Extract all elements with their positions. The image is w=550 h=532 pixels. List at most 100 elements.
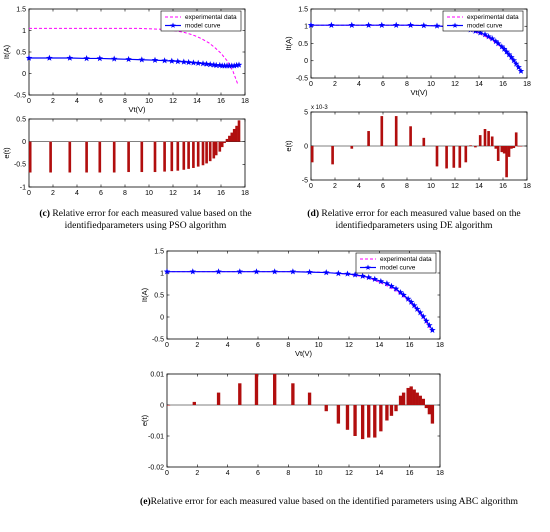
x-tick-label: 6: [256, 470, 260, 477]
x-tick-label: 8: [123, 98, 127, 105]
x-tick-label: 0: [27, 98, 31, 105]
error-bar: [230, 132, 234, 142]
y-tick-label: -1: [20, 184, 26, 191]
x-tick-label: 12: [451, 183, 459, 190]
y-tick-label: -0.5: [152, 336, 164, 343]
error-bar: [435, 146, 439, 167]
error-bar: [225, 138, 229, 142]
error-bar: [412, 389, 416, 405]
chart-e_iv: 0 2 4 6 8 10 12 14 16 18-0.500.511.5Vt(V)It(A)exp…: [140, 248, 444, 358]
x-tick-label: 14: [193, 190, 201, 197]
x-tick-label: 10: [145, 98, 153, 105]
model-curve-point: [46, 54, 53, 61]
x-tick-label: 8: [405, 81, 409, 88]
x-tick-label: 16: [406, 470, 414, 477]
error-bar: [507, 146, 511, 157]
y-tick-label: 1.5: [154, 248, 164, 255]
error-bar: [307, 392, 312, 405]
caption-e: (e)Relative error for each measured valu…: [140, 496, 545, 508]
error-bar: [192, 141, 195, 168]
model-curve-point: [485, 33, 492, 40]
error-bar: [140, 141, 144, 173]
x-tick-label: 18: [241, 98, 249, 105]
x-tick-label: 2: [333, 81, 337, 88]
model-curve-point: [199, 60, 207, 67]
model-curve-point: [230, 62, 238, 69]
x-tick-label: 14: [375, 470, 383, 477]
y-tick-label: 0.5: [16, 116, 26, 123]
x-tick-label: 14: [475, 81, 483, 88]
error-bar: [28, 141, 32, 173]
x-axis-label: Vt(V): [128, 105, 146, 114]
error-bar: [273, 374, 277, 405]
model-curve-point: [400, 291, 407, 298]
caption-e-text: Relative error for each measured value b…: [150, 496, 519, 507]
model-curve-point: [417, 309, 424, 316]
legend-label-experimental: experimental data: [467, 14, 519, 21]
model-curve-point: [253, 268, 260, 275]
y-axis-label: It(A): [284, 36, 293, 51]
y-tick-label: 0.01: [150, 371, 164, 378]
model-curve-point: [500, 45, 508, 52]
legend-label-experimental: experimental data: [380, 256, 432, 263]
model-curve-point: [420, 22, 428, 29]
x-tick-label: 4: [75, 190, 79, 197]
x-tick-label: 2: [195, 470, 199, 477]
error-bar: [98, 141, 102, 173]
x-axis-label: Vt(V): [295, 349, 313, 358]
x-tick-label: 16: [499, 81, 507, 88]
model-curve-point: [180, 58, 188, 65]
x-tick-label: 18: [523, 183, 531, 190]
error-bar: [218, 141, 222, 152]
error-bar: [360, 405, 365, 440]
model-curve-point: [505, 51, 513, 58]
chart-e_err: 0 2 4 6 8 10 12 14 16 18 -0.02 -0.01 0 0.01 e(t): [140, 371, 444, 477]
y-tick-label: -5: [302, 177, 308, 184]
model-curve-point: [426, 321, 433, 329]
error-bar: [478, 135, 482, 146]
error-bar: [483, 129, 487, 146]
x-tick-label: 10: [145, 190, 153, 197]
model-curve-point: [508, 53, 515, 61]
error-bar: [367, 405, 371, 438]
error-bar: [510, 146, 513, 149]
x-tick-label: 14: [193, 98, 201, 105]
model-curve-point: [397, 288, 404, 296]
x-tick-label: 8: [286, 470, 290, 477]
x-tick-label: 4: [226, 342, 230, 349]
legend-label-model: model curve: [467, 23, 503, 30]
y-tick-label: 0: [160, 402, 164, 409]
chart-c_err: 0 2 4 6 8 10 12 14 16 18 -1 -0.5 0 0.5 e(t): [2, 116, 249, 197]
y-axis-label: e(t): [140, 414, 149, 426]
x-tick-label: 10: [315, 470, 323, 477]
x-tick-label: 16: [406, 342, 414, 349]
caption-d: (d) Relative error for each measured val…: [283, 208, 545, 232]
x-axis-label: Vt(V): [410, 88, 428, 97]
model-curve-point: [494, 40, 502, 47]
y-axis-label: It(A): [2, 44, 11, 59]
error-bar: [394, 116, 398, 146]
error-bar: [170, 141, 174, 172]
model-curve-point: [481, 31, 489, 38]
model-curve-point: [476, 29, 484, 36]
error-bar: [502, 146, 506, 154]
x-tick-label: 10: [315, 342, 323, 349]
x-tick-label: 18: [523, 81, 531, 88]
error-bar: [424, 405, 429, 409]
error-bar: [500, 146, 504, 153]
model-curve-point: [289, 268, 297, 275]
y-axis-label: e(t): [284, 140, 293, 152]
model-curve-point: [271, 268, 278, 275]
error-bar: [336, 405, 341, 424]
x-tick-label: 6: [99, 190, 103, 197]
x-tick-label: 4: [357, 183, 361, 190]
x-tick-label: 0: [27, 190, 31, 197]
y-tick-label: 0.5: [16, 49, 26, 56]
model-curve-point: [138, 56, 146, 63]
model-curve-point: [168, 57, 176, 64]
error-bar: [406, 387, 410, 405]
x-tick-label: 6: [99, 98, 103, 105]
x-tick-label: 12: [345, 342, 353, 349]
error-bar: [350, 146, 354, 149]
